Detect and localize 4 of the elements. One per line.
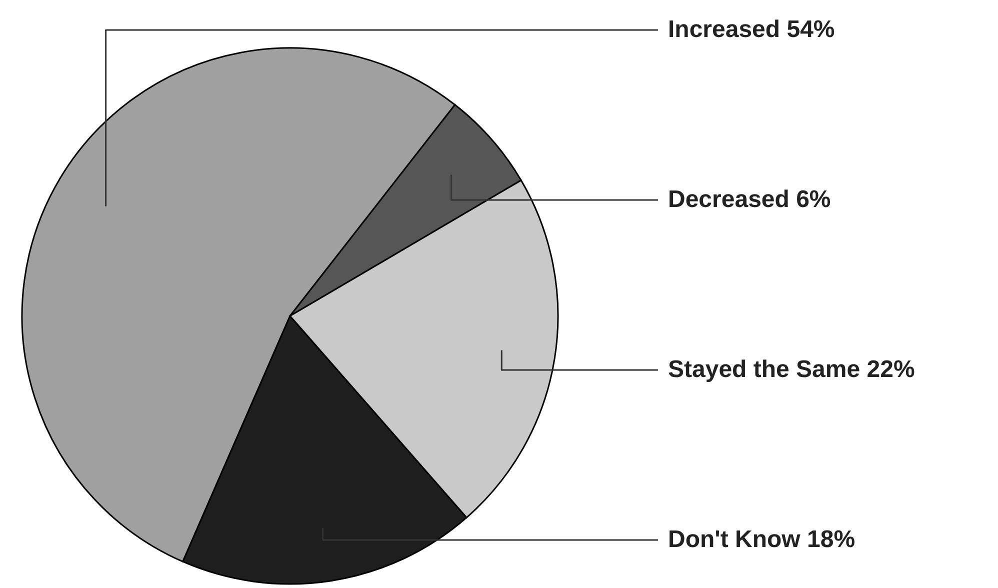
slice-label: Increased 54% xyxy=(668,16,835,43)
slice-label: Decreased 6% xyxy=(668,186,831,213)
slice-label: Don't Know 18% xyxy=(668,526,856,553)
slice-label: Stayed the Same 22% xyxy=(668,356,915,383)
